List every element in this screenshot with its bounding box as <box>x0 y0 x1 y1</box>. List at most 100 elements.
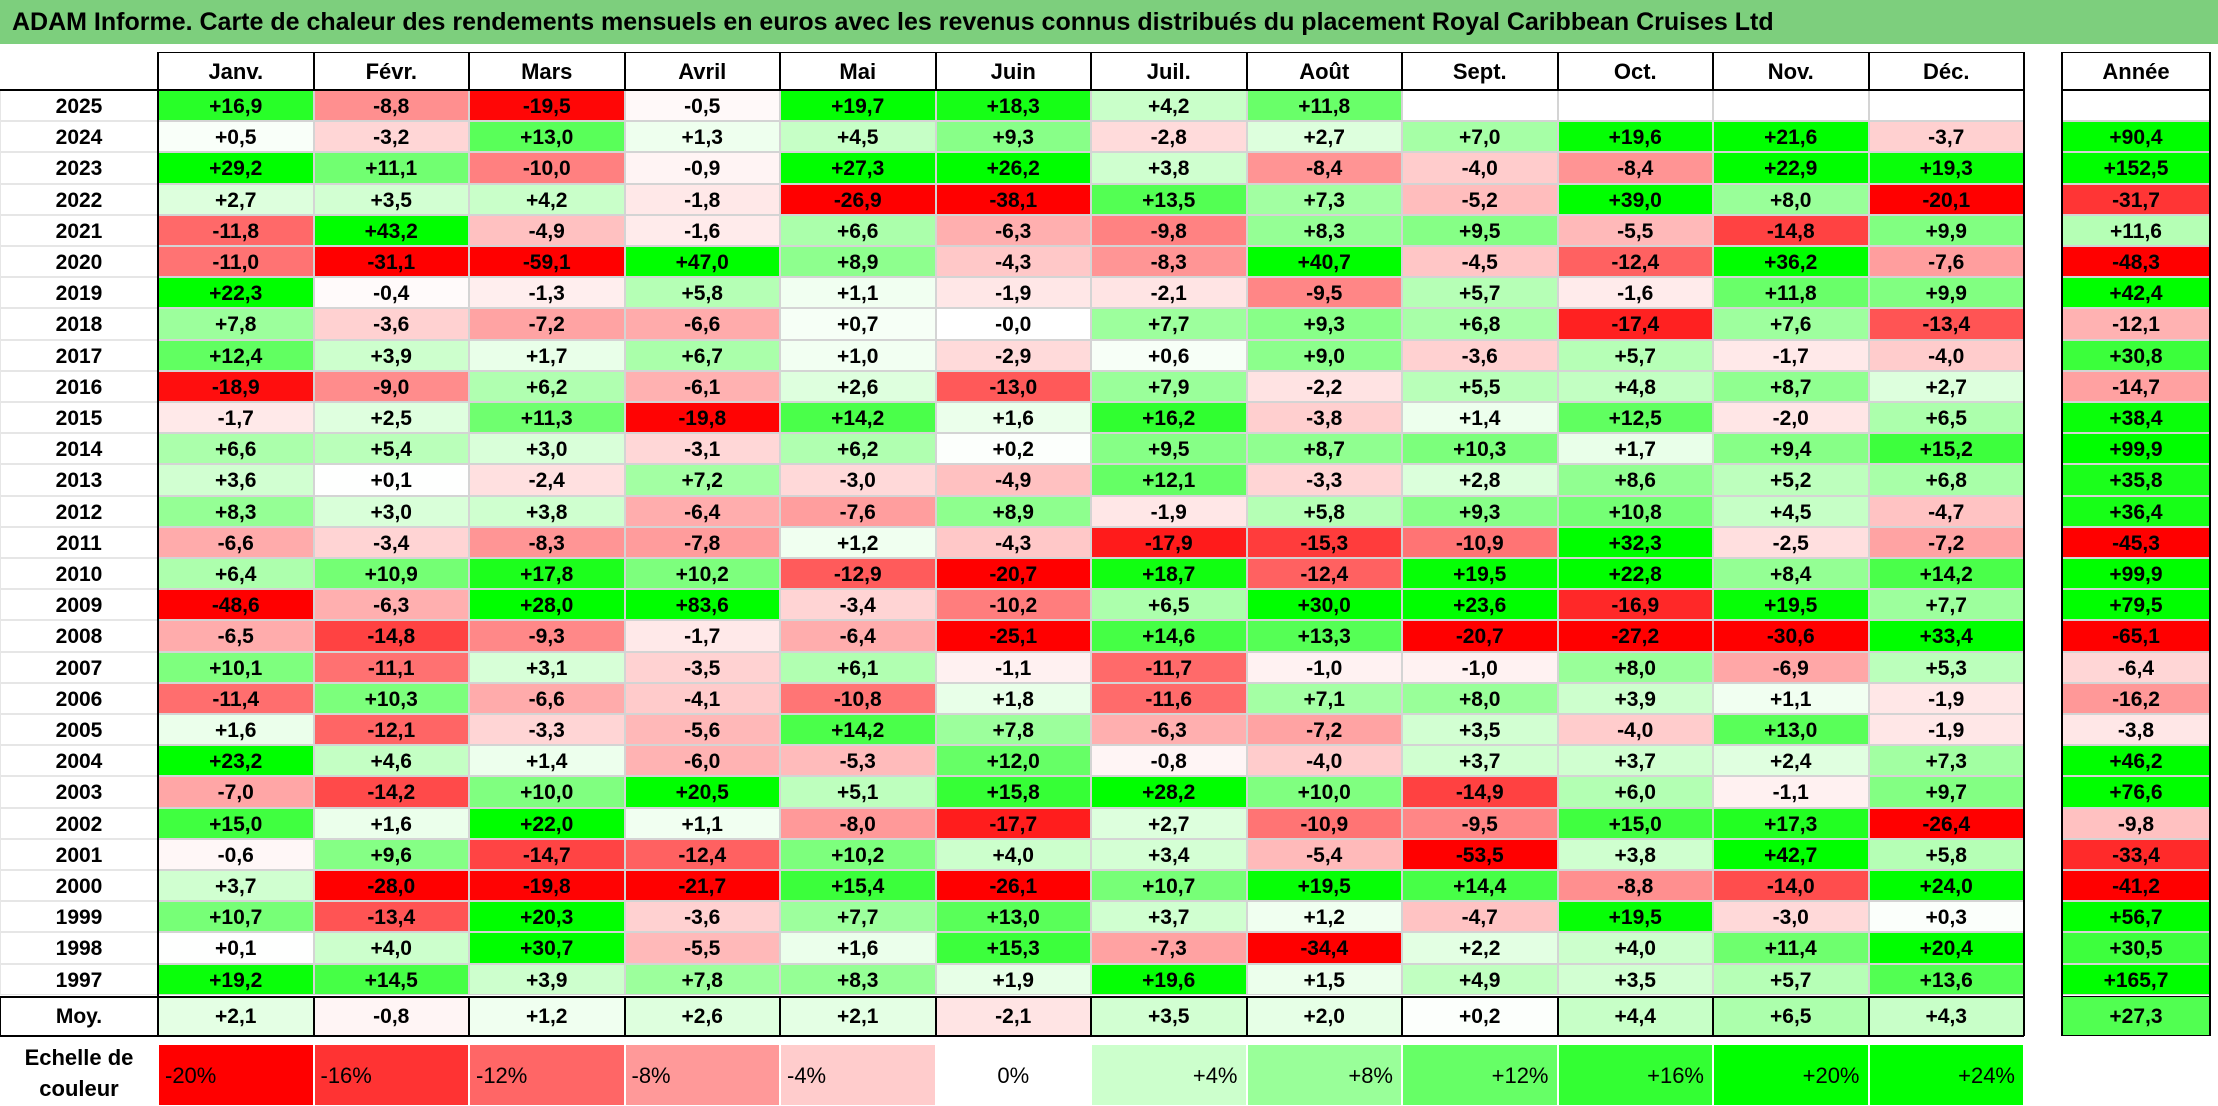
heatmap-cell: +5,7 <box>1713 963 1869 995</box>
heatmap-cell: +9,0 <box>1246 339 1402 371</box>
heatmap-cell: +13,3 <box>1246 620 1402 652</box>
heatmap-cell: +1,2 <box>1246 901 1402 933</box>
heatmap-cell: +12,4 <box>158 339 314 371</box>
annual-cell: +90,4 <box>2062 121 2210 153</box>
heatmap-cell: +22,3 <box>158 277 314 309</box>
annual-cell: -12,1 <box>2062 308 2210 340</box>
heatmap-cell: +10,0 <box>1246 776 1402 808</box>
heatmap-cell: +9,5 <box>1091 433 1247 465</box>
year-label: 2008 <box>0 620 158 652</box>
heatmap-cell: +2,8 <box>1402 464 1558 496</box>
heatmap-cell: +10,8 <box>1557 495 1713 527</box>
annual-cell <box>2062 90 2210 122</box>
heatmap-cell: -2,4 <box>469 464 625 496</box>
heatmap-cell: -2,5 <box>1713 526 1869 558</box>
month-header: Nov. <box>1713 52 1869 90</box>
heatmap-cell: +1,6 <box>313 807 469 839</box>
heatmap-cell: +3,8 <box>1557 838 1713 870</box>
heatmap-cell: +3,4 <box>1091 838 1247 870</box>
heatmap-cell: +11,4 <box>1713 932 1869 964</box>
heatmap-cell: -1,1 <box>935 651 1091 683</box>
heatmap-cell: +0,3 <box>1868 901 2024 933</box>
heatmap-cell <box>1557 90 1713 122</box>
heatmap-cell: +7,8 <box>624 963 780 995</box>
heatmap-cell: -11,0 <box>158 246 314 278</box>
heatmap-cell: +1,6 <box>158 714 314 746</box>
heatmap-cell: -17,4 <box>1557 308 1713 340</box>
annual-cell: -48,3 <box>2062 246 2210 278</box>
year-label: 2010 <box>0 558 158 590</box>
heatmap-cell: +10,1 <box>158 651 314 683</box>
heatmap-cell <box>1402 90 1558 122</box>
heatmap-cell: +3,8 <box>469 495 625 527</box>
heatmap-cell: +4,0 <box>1557 932 1713 964</box>
annual-cell: +152,5 <box>2062 152 2210 184</box>
heatmap-cell: -9,5 <box>1402 807 1558 839</box>
heatmap-cell: -3,3 <box>469 714 625 746</box>
heatmap-cell: +4,6 <box>313 745 469 777</box>
year-label: 1999 <box>0 901 158 933</box>
heatmap-cell: +1,9 <box>935 963 1091 995</box>
heatmap-cell: -1,0 <box>1246 651 1402 683</box>
year-label: 2013 <box>0 464 158 496</box>
heatmap-cell: +19,7 <box>780 90 936 122</box>
heatmap-cell: -1,7 <box>624 620 780 652</box>
heatmap-cell: +14,4 <box>1402 870 1558 902</box>
heatmap-cell: +14,6 <box>1091 620 1247 652</box>
heatmap-cell: +8,3 <box>158 495 314 527</box>
heatmap-cell: -31,1 <box>313 246 469 278</box>
annual-header: Année <box>2062 52 2210 90</box>
heatmap-cell: +1,6 <box>780 932 936 964</box>
chart-title: ADAM Informe. Carte de chaleur des rende… <box>0 0 2218 44</box>
heatmap-cell: -8,4 <box>1246 152 1402 184</box>
heatmap-cell: +2,2 <box>1402 932 1558 964</box>
heatmap-cell: +24,0 <box>1868 870 2024 902</box>
heatmap-cell: -20,7 <box>935 558 1091 590</box>
year-label: 2022 <box>0 183 158 215</box>
color-scale-label: Echelle de couleur <box>24 1045 134 1101</box>
heatmap-cell: +0,1 <box>313 464 469 496</box>
average-cell: +2,6 <box>624 996 780 1036</box>
heatmap-cell: -12,9 <box>780 558 936 590</box>
heatmap-cell: -5,2 <box>1402 183 1558 215</box>
heatmap-cell: +14,2 <box>1868 558 2024 590</box>
heatmap-cell: +3,5 <box>313 183 469 215</box>
heatmap-cell: -10,2 <box>935 589 1091 621</box>
heatmap-cell: +3,9 <box>313 339 469 371</box>
annual-cell: -6,4 <box>2062 651 2210 683</box>
heatmap-cell: -18,9 <box>158 370 314 402</box>
color-scale-stop: +8% <box>1246 1044 1402 1106</box>
heatmap-cell: +2,5 <box>313 402 469 434</box>
heatmap-cell: +21,6 <box>1713 121 1869 153</box>
heatmap-cell: -53,5 <box>1402 838 1558 870</box>
grid-border-line <box>0 1035 2024 1037</box>
month-header: Oct. <box>1557 52 1713 90</box>
average-cell: +0,2 <box>1402 996 1558 1036</box>
heatmap-cell: -48,6 <box>158 589 314 621</box>
heatmap-cell: -5,5 <box>1557 214 1713 246</box>
heatmap-cell: +12,0 <box>935 745 1091 777</box>
heatmap-cell: -11,7 <box>1091 651 1247 683</box>
heatmap-cell: -3,1 <box>624 433 780 465</box>
heatmap-cell: +10,3 <box>1402 433 1558 465</box>
annual-cell: +35,8 <box>2062 464 2210 496</box>
average-cell: +4,3 <box>1868 996 2024 1036</box>
color-scale-stop: +12% <box>1402 1044 1558 1106</box>
heatmap-cell: -14,8 <box>313 620 469 652</box>
heatmap-cell: -2,8 <box>1091 121 1247 153</box>
heatmap-cell: +8,4 <box>1713 558 1869 590</box>
month-header: Juil. <box>1091 52 1247 90</box>
month-header: Août <box>1246 52 1402 90</box>
heatmap-cell: -4,1 <box>624 682 780 714</box>
month-header: Avril <box>624 52 780 90</box>
month-header: Janv. <box>158 52 314 90</box>
annual-cell: -14,7 <box>2062 370 2210 402</box>
heatmap-cell: -1,1 <box>1713 776 1869 808</box>
heatmap-cell: +6,6 <box>158 433 314 465</box>
heatmap-cell: -2,1 <box>1091 277 1247 309</box>
heatmap-cell: -9,5 <box>1246 277 1402 309</box>
heatmap-cell: +4,9 <box>1402 963 1558 995</box>
heatmap-cell: -19,5 <box>469 90 625 122</box>
heatmap-cell: +28,2 <box>1091 776 1247 808</box>
heatmap-cell: +16,2 <box>1091 402 1247 434</box>
